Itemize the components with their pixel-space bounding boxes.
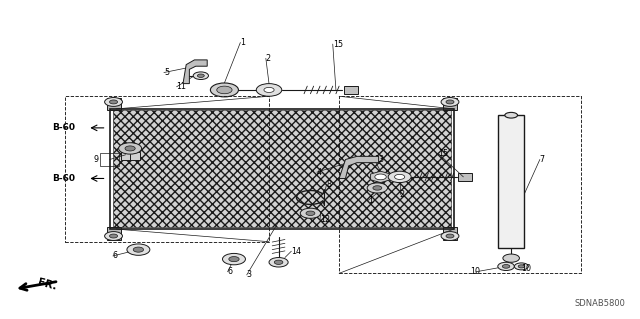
- Text: 10: 10: [470, 267, 480, 276]
- Circle shape: [133, 247, 143, 252]
- Circle shape: [518, 265, 525, 268]
- Circle shape: [104, 232, 122, 241]
- Circle shape: [104, 98, 122, 106]
- Polygon shape: [183, 60, 207, 84]
- Bar: [499, 115, 524, 248]
- Text: 14: 14: [291, 247, 301, 256]
- Circle shape: [300, 208, 321, 218]
- Text: B-60: B-60: [52, 123, 76, 132]
- Text: 12: 12: [320, 215, 330, 224]
- Bar: [344, 86, 358, 94]
- Circle shape: [223, 253, 246, 265]
- Bar: [106, 227, 120, 240]
- Bar: [458, 173, 472, 181]
- Circle shape: [109, 100, 118, 104]
- Circle shape: [127, 244, 150, 255]
- Text: 15: 15: [333, 40, 343, 48]
- Bar: [339, 96, 581, 273]
- Circle shape: [118, 143, 141, 154]
- Circle shape: [375, 174, 387, 180]
- Text: FR.: FR.: [36, 277, 58, 292]
- Text: 1: 1: [368, 196, 372, 205]
- Circle shape: [275, 260, 283, 264]
- Circle shape: [446, 234, 454, 238]
- Polygon shape: [339, 156, 379, 178]
- Circle shape: [367, 183, 388, 193]
- Circle shape: [394, 174, 404, 179]
- Circle shape: [256, 84, 282, 96]
- Text: 7: 7: [540, 155, 545, 164]
- Bar: [443, 227, 457, 240]
- Text: 4: 4: [317, 168, 322, 177]
- Circle shape: [515, 263, 529, 270]
- Text: 6: 6: [113, 251, 118, 260]
- Bar: [443, 99, 457, 110]
- Circle shape: [229, 256, 239, 262]
- Circle shape: [373, 186, 382, 190]
- Text: 11: 11: [177, 82, 187, 91]
- Circle shape: [502, 264, 510, 268]
- Bar: [100, 153, 119, 166]
- Circle shape: [503, 254, 520, 262]
- Bar: [120, 152, 140, 160]
- Text: 2: 2: [266, 54, 271, 63]
- Bar: [113, 110, 451, 227]
- Circle shape: [264, 87, 274, 93]
- Circle shape: [441, 232, 459, 241]
- Ellipse shape: [505, 112, 518, 118]
- Circle shape: [109, 234, 118, 238]
- Circle shape: [306, 211, 315, 215]
- Text: 1: 1: [241, 38, 245, 47]
- Circle shape: [193, 72, 209, 79]
- Circle shape: [197, 74, 204, 78]
- Circle shape: [211, 83, 239, 97]
- Circle shape: [269, 257, 288, 267]
- Circle shape: [217, 86, 232, 94]
- Text: B-60: B-60: [52, 174, 76, 183]
- Circle shape: [446, 100, 454, 104]
- Text: 15: 15: [438, 149, 448, 158]
- Text: 6: 6: [228, 267, 232, 276]
- Polygon shape: [371, 171, 390, 182]
- Bar: [65, 96, 269, 242]
- Text: 13: 13: [374, 155, 384, 164]
- Text: 9: 9: [94, 155, 99, 164]
- Text: 5: 5: [164, 68, 169, 77]
- Bar: [106, 99, 120, 110]
- Bar: [109, 109, 454, 229]
- Text: 10: 10: [521, 264, 531, 273]
- Circle shape: [498, 262, 515, 271]
- Text: 2: 2: [399, 190, 404, 199]
- Text: 3: 3: [246, 271, 252, 279]
- Circle shape: [125, 146, 135, 151]
- Circle shape: [441, 98, 459, 106]
- Text: SDNAB5800: SDNAB5800: [575, 299, 626, 308]
- Circle shape: [388, 171, 411, 182]
- Text: 8: 8: [326, 180, 332, 189]
